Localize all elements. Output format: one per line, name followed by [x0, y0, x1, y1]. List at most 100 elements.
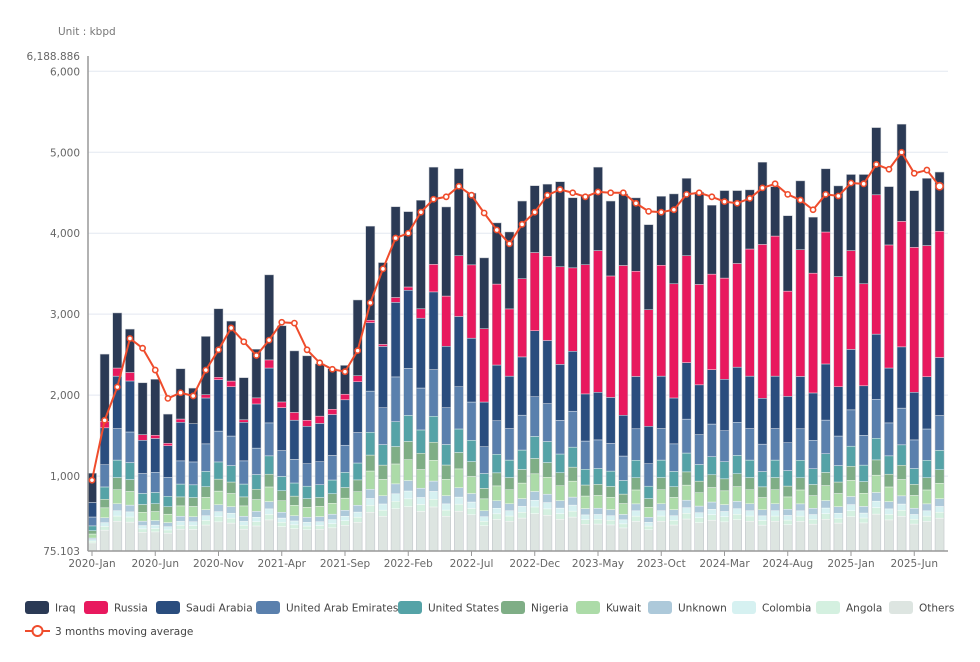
legend-item-nigeria[interactable]: Nigeria [501, 601, 569, 615]
bar-segment-kuwait [137, 512, 148, 522]
bar-segment-nigeria [618, 493, 628, 504]
bar-segment-unknown [871, 492, 881, 502]
bar-segment-united-arab-emirates [239, 460, 249, 485]
bar-segment-angola [289, 524, 300, 529]
bar-segment-nigeria [833, 481, 844, 494]
bar-segment-colombia [719, 511, 730, 517]
bar-segment-others [315, 529, 325, 552]
bar-stack [226, 320, 236, 552]
bar-segment-others [745, 521, 755, 552]
moving-average-point [468, 191, 475, 199]
bar-segment-russia [783, 290, 793, 397]
bar-segment-others [87, 542, 97, 552]
bar-segment-united-arab-emirates [871, 398, 881, 439]
bar-segment-united-arab-emirates [681, 418, 692, 454]
bar-segment-iraq [365, 226, 375, 321]
bar-segment-united-arab-emirates [137, 473, 148, 494]
legend-item-kuwait[interactable]: Kuwait [576, 601, 641, 615]
legend-item-saudi-arabia[interactable]: Saudi Arabia [156, 601, 253, 615]
bar-segment-nigeria [264, 473, 274, 488]
bar-segment-united-arab-emirates [643, 463, 654, 487]
bar-segment-iraq [390, 206, 401, 298]
bar-segment-russia [315, 415, 325, 424]
bar-segment-kuwait [175, 505, 186, 517]
bar-segment-saudi-arabia [150, 438, 160, 473]
legend-item-united-arab-emirates[interactable]: United Arab Emirates [256, 601, 398, 615]
legend-marker-icon [31, 625, 44, 637]
bar-segment-united-arab-emirates [340, 444, 350, 473]
bar-segment-unknown [99, 517, 110, 523]
bar-segment-saudi-arabia [504, 375, 515, 429]
legend-item-angola[interactable]: Angola [816, 601, 882, 615]
bar-segment-united-states [403, 415, 413, 442]
x-tick-label: 2022-Jul [450, 558, 494, 570]
bar-segment-angola [808, 519, 818, 525]
legend-item-russia[interactable]: Russia [84, 601, 148, 615]
bar-segment-nigeria [226, 481, 236, 494]
bar-segment-united-arab-emirates [884, 422, 894, 457]
bar-segment-nigeria [530, 458, 540, 475]
moving-average-point [544, 191, 551, 199]
bar-segment-angola [821, 513, 831, 520]
bar-segment-iraq [378, 262, 388, 345]
moving-average-point [265, 336, 273, 344]
bar-segment-kuwait [201, 497, 211, 510]
moving-average-point [657, 208, 665, 216]
legend-item-united-states[interactable]: United States [398, 601, 499, 615]
legend-label: Russia [114, 603, 148, 615]
bar-segment-colombia [707, 509, 717, 515]
bar-segment-united-states [99, 486, 110, 500]
bar-segment-nigeria [163, 506, 173, 515]
bar-segment-united-arab-emirates [517, 414, 527, 451]
bar-segment-saudi-arabia [226, 386, 236, 437]
bar-stack [669, 193, 679, 552]
moving-average-point [771, 180, 779, 188]
legend-item-unknown[interactable]: Unknown [648, 601, 727, 615]
bar-segment-iraq [530, 185, 540, 253]
legend-item-moving-average[interactable]: 3 months moving average [25, 625, 193, 638]
bar-stack [580, 194, 591, 552]
moving-average-point [708, 193, 716, 201]
bar-segment-russia [428, 264, 439, 293]
bar-segment-kuwait [251, 499, 262, 512]
bar-segment-unknown [479, 510, 489, 517]
bar-stack [264, 274, 274, 552]
legend-item-iraq[interactable]: Iraq [25, 601, 76, 615]
bar-segment-saudi-arabia [378, 346, 388, 408]
bar-segment-nigeria [681, 471, 692, 486]
bar-segment-saudi-arabia [454, 316, 464, 388]
bar-segment-colombia [327, 519, 338, 524]
bar-segment-colombia [239, 521, 249, 526]
unit-label: Unit : kbpd [58, 26, 116, 38]
moving-average-point [430, 195, 437, 203]
bar-segment-united-states [492, 454, 502, 474]
bar-segment-united-arab-emirates [454, 386, 464, 430]
legend-item-others[interactable]: Others [889, 601, 954, 615]
bar-segment-saudi-arabia [656, 375, 666, 429]
bar-segment-united-arab-emirates [277, 450, 287, 477]
bar-segment-kuwait [226, 493, 236, 507]
moving-average-point [733, 199, 741, 207]
bar-segment-others [99, 529, 110, 552]
bar-segment-united-arab-emirates [656, 428, 666, 461]
bar-segment-kuwait [669, 497, 679, 510]
bar-segment-unknown [593, 507, 603, 515]
bar-segment-nigeria [795, 477, 806, 491]
bar-stack [922, 178, 932, 552]
bar-segment-saudi-arabia [542, 340, 553, 404]
bar-stack [378, 262, 388, 552]
bar-segment-others [757, 524, 768, 552]
bar-stack [112, 312, 123, 552]
bar-segment-nigeria [732, 473, 742, 487]
moving-average-point [341, 368, 349, 376]
bar-segment-united-arab-emirates [416, 387, 426, 431]
bar-segment-saudi-arabia [340, 399, 350, 446]
legend-swatch [256, 601, 280, 614]
bar-segment-russia [846, 250, 856, 350]
legend-item-colombia[interactable]: Colombia [732, 601, 811, 615]
bar-segment-united-arab-emirates [909, 439, 919, 469]
bar-segment-united-states [137, 493, 148, 505]
bar-segment-kuwait [934, 483, 945, 499]
moving-average-point [746, 195, 754, 202]
legend-swatch [576, 601, 600, 614]
